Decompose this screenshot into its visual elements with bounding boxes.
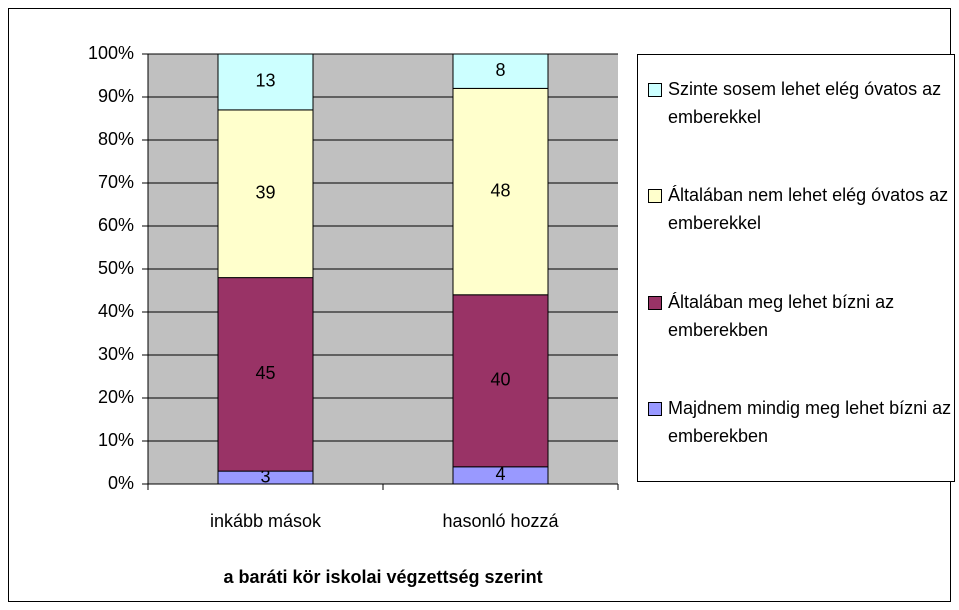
value-label: 45 <box>255 363 275 383</box>
legend-entry: Általában meg lehet bízni az emberekben <box>648 288 958 344</box>
value-label: 39 <box>255 183 275 203</box>
y-tick-label: 80% <box>98 129 134 149</box>
legend-swatch <box>648 402 662 416</box>
value-label: 13 <box>255 71 275 91</box>
bar-segment <box>452 87 549 296</box>
x-axis-title: a baráti kör iskolai végzettség szerint <box>223 567 542 587</box>
value-label: 3 <box>260 466 270 486</box>
bar-segment <box>217 53 314 111</box>
y-tick-label: 90% <box>98 86 134 106</box>
legend-swatch <box>648 83 662 97</box>
legend-swatch <box>648 189 662 203</box>
y-tick-label: 50% <box>98 258 134 278</box>
value-label: 40 <box>490 370 510 390</box>
y-tick-label: 40% <box>98 301 134 321</box>
value-label: 8 <box>495 60 505 80</box>
y-tick-label: 70% <box>98 172 134 192</box>
y-tick-label: 30% <box>98 344 134 364</box>
x-tick-label: hasonló hozzá <box>442 511 559 531</box>
y-tick-label: 60% <box>98 215 134 235</box>
legend-entry: Szinte sosem lehet elég óvatos az embere… <box>648 75 958 131</box>
legend-entry: Általában nem lehet elég óvatos az ember… <box>648 181 958 237</box>
y-tick-label: 10% <box>98 430 134 450</box>
y-tick-label: 0% <box>108 473 134 493</box>
y-tick-label: 20% <box>98 387 134 407</box>
value-label: 4 <box>495 464 505 484</box>
legend-label: Általában nem lehet elég óvatos az ember… <box>668 185 949 233</box>
bar-segment <box>217 109 314 279</box>
legend-label: Majdnem mindig meg lehet bízni az embere… <box>668 398 952 446</box>
bar-segment <box>452 294 549 468</box>
bar-segment <box>452 53 549 89</box>
legend-label: Szinte sosem lehet elég óvatos az embere… <box>668 79 942 127</box>
x-tick-label: inkább mások <box>210 511 322 531</box>
legend-entry: Majdnem mindig meg lehet bízni az embere… <box>648 394 958 450</box>
legend: Szinte sosem lehet elég óvatos az embere… <box>637 54 955 482</box>
legend-swatch <box>648 296 662 310</box>
value-label: 48 <box>490 180 510 200</box>
legend-label: Általában meg lehet bízni az emberekben <box>668 292 895 340</box>
bar-segment <box>217 277 314 472</box>
y-tick-label: 100% <box>88 43 134 63</box>
